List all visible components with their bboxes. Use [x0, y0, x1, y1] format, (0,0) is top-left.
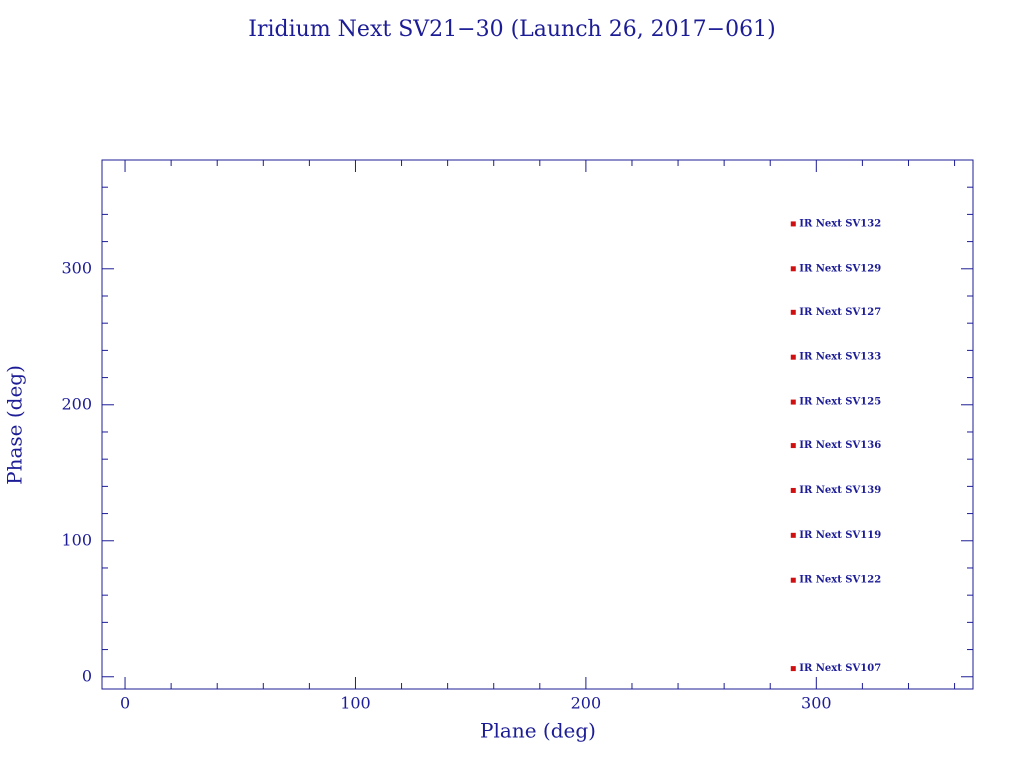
point-label: IR Next SV119 — [799, 530, 881, 541]
point — [790, 443, 796, 449]
point-label: IR Next SV136 — [799, 440, 881, 451]
point-label: IR Next SV132 — [799, 218, 881, 229]
point-label: IR Next SV139 — [799, 485, 881, 496]
y-tick-label: 100 — [61, 530, 92, 549]
y-tick-label: 300 — [61, 258, 92, 277]
point-label: IR Next SV129 — [799, 263, 881, 274]
point — [790, 577, 796, 583]
point-label: IR Next SV125 — [799, 397, 881, 408]
point-label: IR Next SV122 — [799, 575, 881, 586]
point — [790, 354, 796, 360]
x-tick-label: 100 — [340, 694, 371, 713]
chart-title: Iridium Next SV21−30 (Launch 26, 2017−06… — [248, 17, 775, 42]
y-axis-label: Phase (deg) — [3, 365, 27, 485]
point — [790, 487, 796, 493]
point — [790, 399, 796, 405]
point-label: IR Next SV107 — [799, 663, 881, 674]
point — [790, 532, 796, 538]
x-tick-label: 0 — [120, 694, 130, 713]
point — [790, 221, 796, 227]
point — [790, 309, 796, 315]
point — [790, 666, 796, 672]
point — [790, 266, 796, 272]
x-tick-label: 300 — [801, 694, 832, 713]
x-tick-label: 200 — [571, 694, 602, 713]
point-label: IR Next SV127 — [799, 307, 881, 318]
y-tick-label: 200 — [61, 394, 92, 413]
plot-frame — [101, 159, 974, 690]
x-axis-label: Plane (deg) — [480, 719, 596, 743]
y-tick-label: 0 — [82, 666, 92, 685]
point-label: IR Next SV133 — [799, 352, 881, 363]
